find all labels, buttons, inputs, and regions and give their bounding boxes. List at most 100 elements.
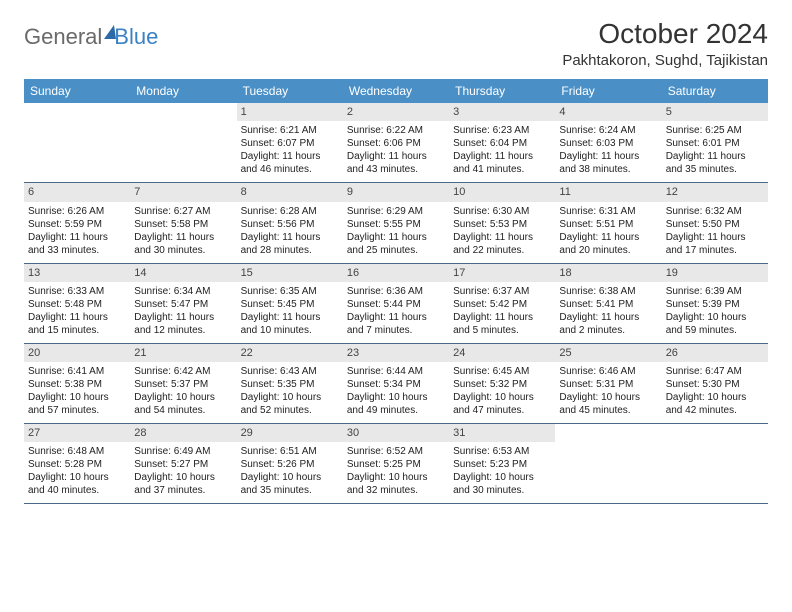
day-number: 30 — [343, 424, 449, 442]
sunrise-text: Sunrise: 6:30 AM — [453, 205, 551, 218]
sunset-text: Sunset: 5:38 PM — [28, 378, 126, 391]
daylight1-text: Daylight: 10 hours — [241, 391, 339, 404]
weekday-header: Thursday — [449, 79, 555, 103]
sunrise-text: Sunrise: 6:26 AM — [28, 205, 126, 218]
calendar-day-cell: 9Sunrise: 6:29 AMSunset: 5:55 PMDaylight… — [343, 183, 449, 263]
weekday-header: Tuesday — [237, 79, 343, 103]
day-number: 10 — [449, 183, 555, 201]
daylight1-text: Daylight: 10 hours — [28, 391, 126, 404]
weekday-header-row: Sunday Monday Tuesday Wednesday Thursday… — [24, 79, 768, 103]
daylight2-text: and 30 minutes. — [453, 484, 551, 497]
sunset-text: Sunset: 5:23 PM — [453, 458, 551, 471]
sunset-text: Sunset: 5:26 PM — [241, 458, 339, 471]
day-number: 5 — [662, 103, 768, 121]
sunrise-text: Sunrise: 6:23 AM — [453, 124, 551, 137]
day-number: 13 — [24, 264, 130, 282]
daylight1-text: Daylight: 11 hours — [241, 150, 339, 163]
weekday-header: Saturday — [662, 79, 768, 103]
sunset-text: Sunset: 5:59 PM — [28, 218, 126, 231]
daylight2-text: and 33 minutes. — [28, 244, 126, 257]
sunrise-text: Sunrise: 6:44 AM — [347, 365, 445, 378]
daylight2-text: and 7 minutes. — [347, 324, 445, 337]
sunset-text: Sunset: 5:44 PM — [347, 298, 445, 311]
sunrise-text: Sunrise: 6:49 AM — [134, 445, 232, 458]
calendar-day-cell: 13Sunrise: 6:33 AMSunset: 5:48 PMDayligh… — [24, 263, 130, 343]
calendar-table: Sunday Monday Tuesday Wednesday Thursday… — [24, 79, 768, 504]
day-number: 28 — [130, 424, 236, 442]
calendar-week-row: 13Sunrise: 6:33 AMSunset: 5:48 PMDayligh… — [24, 263, 768, 343]
calendar-day-cell: 31Sunrise: 6:53 AMSunset: 5:23 PMDayligh… — [449, 424, 555, 504]
daylight2-text: and 12 minutes. — [134, 324, 232, 337]
daylight2-text: and 32 minutes. — [347, 484, 445, 497]
daylight1-text: Daylight: 11 hours — [453, 231, 551, 244]
daylight1-text: Daylight: 11 hours — [241, 311, 339, 324]
calendar-page: General Blue October 2024 Pakhtakoron, S… — [0, 0, 792, 522]
sunrise-text: Sunrise: 6:45 AM — [453, 365, 551, 378]
calendar-day-cell — [24, 103, 130, 183]
daylight1-text: Daylight: 10 hours — [134, 471, 232, 484]
day-number: 3 — [449, 103, 555, 121]
sunset-text: Sunset: 5:56 PM — [241, 218, 339, 231]
calendar-day-cell: 21Sunrise: 6:42 AMSunset: 5:37 PMDayligh… — [130, 343, 236, 423]
logo-text-general: General — [24, 24, 102, 50]
logo-text-blue: Blue — [114, 24, 158, 50]
sunrise-text: Sunrise: 6:28 AM — [241, 205, 339, 218]
daylight1-text: Daylight: 11 hours — [28, 311, 126, 324]
sunset-text: Sunset: 5:58 PM — [134, 218, 232, 231]
sunset-text: Sunset: 6:04 PM — [453, 137, 551, 150]
day-number: 12 — [662, 183, 768, 201]
daylight2-text: and 52 minutes. — [241, 404, 339, 417]
calendar-day-cell — [662, 424, 768, 504]
weekday-header: Monday — [130, 79, 236, 103]
sunrise-text: Sunrise: 6:47 AM — [666, 365, 764, 378]
daylight1-text: Daylight: 11 hours — [134, 231, 232, 244]
calendar-day-cell: 15Sunrise: 6:35 AMSunset: 5:45 PMDayligh… — [237, 263, 343, 343]
day-number: 26 — [662, 344, 768, 362]
day-number: 25 — [555, 344, 661, 362]
calendar-day-cell: 6 Sunrise: 6:26 AMSunset: 5:59 PMDaylight… — [24, 183, 130, 263]
sunset-text: Sunset: 5:51 PM — [559, 218, 657, 231]
daylight2-text: and 22 minutes. — [453, 244, 551, 257]
calendar-day-cell: 20Sunrise: 6:41 AMSunset: 5:38 PMDayligh… — [24, 343, 130, 423]
sunrise-text: Sunrise: 6:35 AM — [241, 285, 339, 298]
sunset-text: Sunset: 5:35 PM — [241, 378, 339, 391]
day-number: 21 — [130, 344, 236, 362]
sunrise-text: Sunrise: 6:31 AM — [559, 205, 657, 218]
sunrise-text: Sunrise: 6:42 AM — [134, 365, 232, 378]
sunset-text: Sunset: 5:30 PM — [666, 378, 764, 391]
daylight1-text: Daylight: 11 hours — [134, 311, 232, 324]
daylight2-text: and 2 minutes. — [559, 324, 657, 337]
daylight2-text: and 15 minutes. — [28, 324, 126, 337]
day-number: 19 — [662, 264, 768, 282]
calendar-body: 1Sunrise: 6:21 AMSunset: 6:07 PMDaylight… — [24, 103, 768, 504]
calendar-day-cell: 24Sunrise: 6:45 AMSunset: 5:32 PMDayligh… — [449, 343, 555, 423]
calendar-day-cell: 7Sunrise: 6:27 AMSunset: 5:58 PMDaylight… — [130, 183, 236, 263]
calendar-day-cell: 27Sunrise: 6:48 AMSunset: 5:28 PMDayligh… — [24, 424, 130, 504]
sunset-text: Sunset: 5:55 PM — [347, 218, 445, 231]
month-title: October 2024 — [562, 18, 768, 50]
calendar-day-cell: 2Sunrise: 6:22 AMSunset: 6:06 PMDaylight… — [343, 103, 449, 183]
calendar-week-row: 27Sunrise: 6:48 AMSunset: 5:28 PMDayligh… — [24, 424, 768, 504]
daylight1-text: Daylight: 11 hours — [666, 150, 764, 163]
day-number: 24 — [449, 344, 555, 362]
sunrise-text: Sunrise: 6:24 AM — [559, 124, 657, 137]
day-number: 9 — [343, 183, 449, 201]
sunrise-text: Sunrise: 6:52 AM — [347, 445, 445, 458]
day-number: 6 — [24, 183, 130, 201]
calendar-day-cell: 1Sunrise: 6:21 AMSunset: 6:07 PMDaylight… — [237, 103, 343, 183]
daylight2-text: and 37 minutes. — [134, 484, 232, 497]
daylight2-text: and 10 minutes. — [241, 324, 339, 337]
calendar-day-cell: 23Sunrise: 6:44 AMSunset: 5:34 PMDayligh… — [343, 343, 449, 423]
day-number: 27 — [24, 424, 130, 442]
calendar-day-cell: 8Sunrise: 6:28 AMSunset: 5:56 PMDaylight… — [237, 183, 343, 263]
daylight2-text: and 40 minutes. — [28, 484, 126, 497]
calendar-day-cell: 4Sunrise: 6:24 AMSunset: 6:03 PMDaylight… — [555, 103, 661, 183]
day-number: 2 — [343, 103, 449, 121]
day-number: 11 — [555, 183, 661, 201]
sunrise-text: Sunrise: 6:41 AM — [28, 365, 126, 378]
sunrise-text: Sunrise: 6:34 AM — [134, 285, 232, 298]
sunrise-text: Sunrise: 6:53 AM — [453, 445, 551, 458]
daylight1-text: Daylight: 11 hours — [559, 311, 657, 324]
daylight1-text: Daylight: 10 hours — [347, 471, 445, 484]
daylight1-text: Daylight: 11 hours — [28, 231, 126, 244]
